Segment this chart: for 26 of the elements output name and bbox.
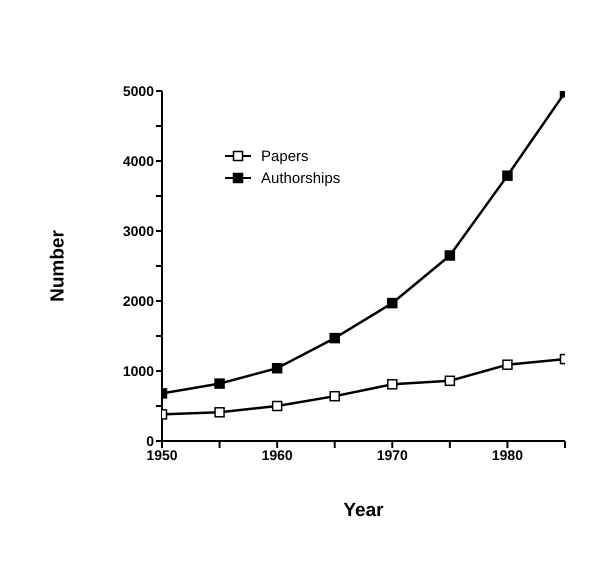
point	[272, 400, 282, 412]
point	[214, 378, 225, 389]
point	[329, 332, 340, 344]
y-tick-label: 5000	[122, 82, 154, 99]
point	[444, 376, 456, 386]
y-tick-label: 3000	[122, 222, 154, 239]
y-tick-label: 4000	[122, 152, 154, 169]
legend-label: Papers	[261, 148, 309, 164]
point	[502, 170, 513, 181]
point	[329, 390, 340, 402]
point	[502, 359, 513, 370]
point	[387, 298, 398, 308]
point	[444, 250, 456, 261]
point	[214, 407, 225, 418]
point	[387, 379, 398, 390]
x-tick-label: 1980	[492, 446, 524, 463]
y-tick-label: 1000	[122, 362, 154, 379]
y-tick-label: 2000	[122, 292, 154, 309]
x-tick-label: 1970	[376, 446, 408, 463]
x-tick-label: 1950	[146, 446, 178, 463]
x-tick-label: 1960	[262, 446, 293, 463]
legend-label: Authorships	[261, 170, 340, 186]
y-axis-title: Number	[48, 230, 69, 302]
y-tick-label: 0	[146, 432, 154, 449]
point	[272, 362, 282, 374]
x-axis-title: Year	[343, 500, 384, 521]
